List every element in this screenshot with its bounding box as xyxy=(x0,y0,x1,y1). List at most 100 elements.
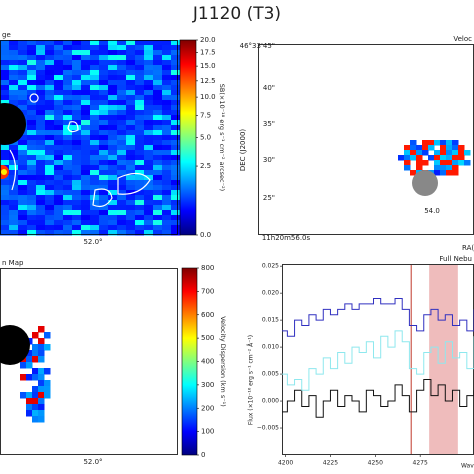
map-pixel xyxy=(117,140,127,146)
axes-frame xyxy=(0,268,178,455)
map-pixel xyxy=(27,45,37,51)
map-pixel xyxy=(45,185,55,191)
map-pixel xyxy=(0,40,10,46)
map-pixel xyxy=(153,95,163,101)
map-pixel xyxy=(126,55,136,61)
map-pixel xyxy=(18,165,28,171)
map-pixel xyxy=(117,80,127,86)
map-pixel xyxy=(54,225,64,231)
map-pixel xyxy=(153,50,163,56)
map-pixel xyxy=(18,190,28,196)
map-pixel xyxy=(38,338,45,345)
map-pixel xyxy=(90,205,100,211)
map-pixel xyxy=(117,40,127,46)
map-pixel xyxy=(153,115,163,121)
map-pixel xyxy=(72,155,82,161)
map-pixel xyxy=(72,60,82,66)
map-pixel xyxy=(99,110,109,116)
map-pixel xyxy=(171,180,181,186)
map-pixel xyxy=(171,185,181,191)
map-pixel xyxy=(72,165,82,171)
map-pixel xyxy=(99,55,109,61)
y-tick-label: 40" xyxy=(263,84,275,92)
map-pixel xyxy=(27,80,37,86)
map-pixel xyxy=(36,120,46,126)
map-pixel xyxy=(72,125,82,131)
map-pixel xyxy=(416,160,423,166)
x-tick-label: 54.0 xyxy=(424,207,440,215)
map-pixel xyxy=(72,80,82,86)
map-pixel xyxy=(162,65,172,71)
map-pixel xyxy=(135,195,145,201)
map-pixel xyxy=(18,40,28,46)
map-pixel xyxy=(36,175,46,181)
map-pixel xyxy=(108,90,118,96)
map-pixel xyxy=(0,50,10,56)
map-pixel xyxy=(90,170,100,176)
map-pixel xyxy=(36,110,46,116)
map-pixel xyxy=(135,210,145,216)
map-pixel xyxy=(153,195,163,201)
map-pixel xyxy=(108,130,118,136)
x-tick-label: 52.0° xyxy=(83,458,102,466)
map-pixel xyxy=(36,195,46,201)
map-pixel xyxy=(162,135,172,141)
map-pixel xyxy=(90,130,100,136)
map-pixel xyxy=(45,195,55,201)
map-pixel xyxy=(9,40,19,46)
map-pixel xyxy=(63,45,73,51)
y-tick-label: 46°33'45" xyxy=(240,42,275,50)
panel-title: ge xyxy=(2,31,11,39)
map-pixel xyxy=(0,155,10,161)
map-pixel xyxy=(9,100,19,106)
map-pixel xyxy=(428,155,435,161)
map-pixel xyxy=(36,125,46,131)
map-pixel xyxy=(126,110,136,116)
map-pixel xyxy=(126,230,136,236)
map-pixel xyxy=(416,150,423,156)
map-pixel xyxy=(0,195,10,201)
map-pixel xyxy=(117,95,127,101)
map-pixel xyxy=(162,195,172,201)
map-pixel xyxy=(117,190,127,196)
map-pixel xyxy=(36,225,46,231)
map-pixel xyxy=(99,115,109,121)
map-pixel xyxy=(45,130,55,136)
map-pixel xyxy=(440,140,447,146)
map-pixel xyxy=(36,90,46,96)
map-pixel xyxy=(144,220,154,226)
map-pixel xyxy=(54,65,64,71)
map-pixel xyxy=(36,205,46,211)
map-pixel xyxy=(117,155,127,161)
colorbar-tick-label: 600 xyxy=(201,311,214,319)
map-pixel xyxy=(0,55,10,61)
map-pixel xyxy=(90,185,100,191)
map-pixel xyxy=(90,125,100,131)
map-pixel xyxy=(144,80,154,86)
map-pixel xyxy=(126,75,136,81)
map-pixel xyxy=(135,155,145,161)
map-pixel xyxy=(38,350,45,357)
map-pixel xyxy=(108,125,118,131)
y-tick-label: 35" xyxy=(263,120,275,128)
map-pixel xyxy=(18,135,28,141)
map-pixel xyxy=(18,50,28,56)
map-pixel xyxy=(63,145,73,151)
map-pixel xyxy=(81,210,91,216)
map-pixel xyxy=(126,140,136,146)
map-pixel xyxy=(171,225,181,231)
map-pixel xyxy=(404,155,411,161)
panel-title: Veloc xyxy=(453,35,472,43)
map-pixel xyxy=(117,195,127,201)
map-pixel xyxy=(32,356,39,363)
map-pixel xyxy=(18,65,28,71)
map-pixel xyxy=(108,220,118,226)
map-pixel xyxy=(452,140,459,146)
map-pixel xyxy=(72,120,82,126)
map-pixel xyxy=(36,95,46,101)
map-pixel xyxy=(434,165,441,171)
colorbar-tick-label: 800 xyxy=(201,264,214,272)
map-pixel xyxy=(422,150,429,156)
map-pixel xyxy=(72,130,82,136)
y-tick-label: 25" xyxy=(263,194,275,202)
